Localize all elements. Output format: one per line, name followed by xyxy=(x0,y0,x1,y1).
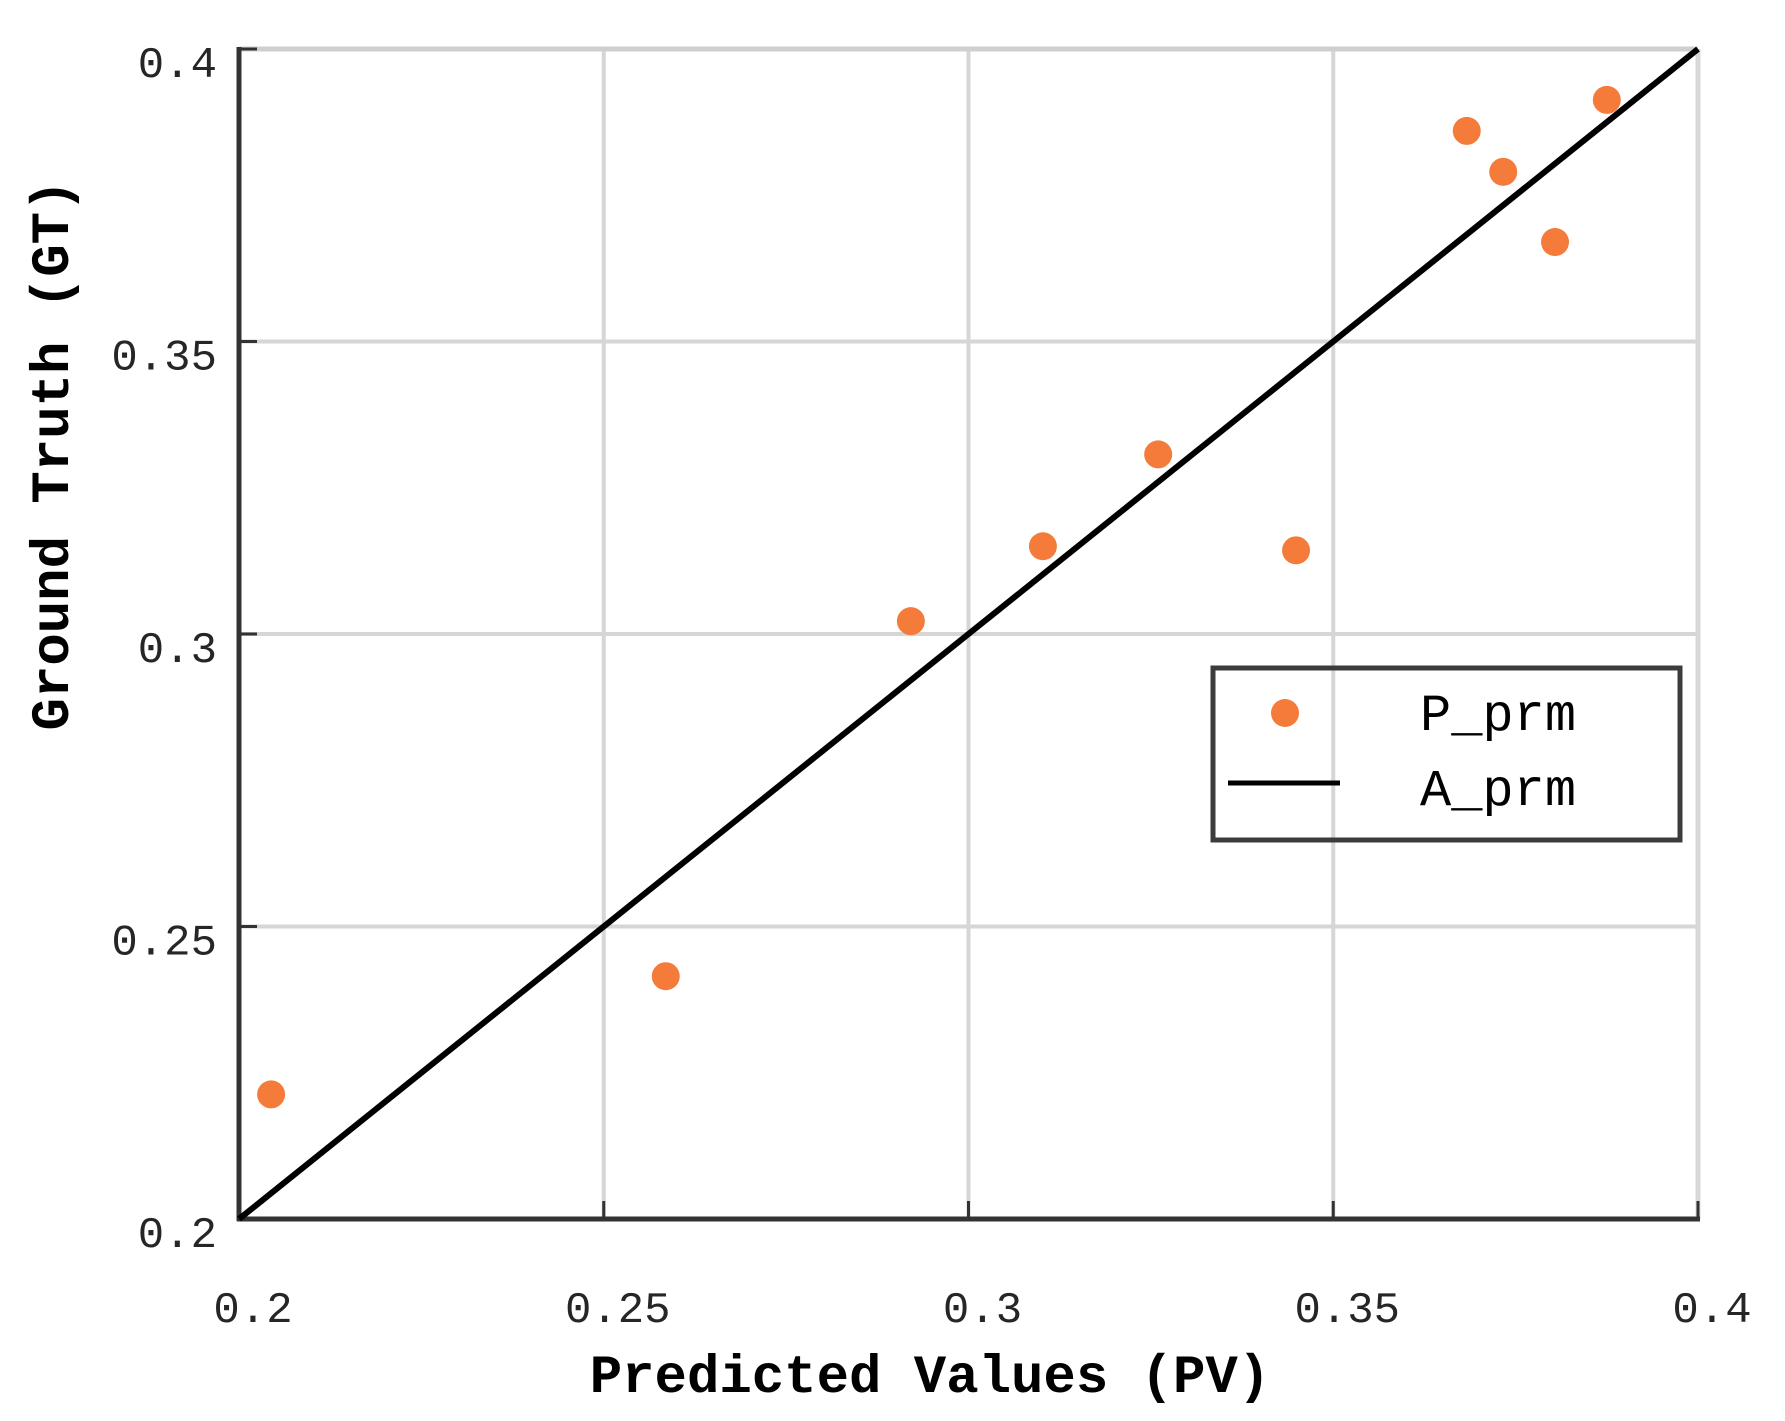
p-prm-data-point xyxy=(651,962,680,991)
x-tick-label: 0.4 xyxy=(1672,1286,1751,1336)
y-axis-title: Ground Truth (GT) xyxy=(24,180,85,731)
p-prm-data-point xyxy=(896,607,925,636)
p-prm-data-point xyxy=(1489,157,1518,186)
x-tick-label: 0.3 xyxy=(943,1286,1022,1336)
p-prm-data-point xyxy=(1144,440,1173,469)
y-tick-label: 0.4 xyxy=(138,41,217,91)
series-p-prm-points xyxy=(257,85,1621,1109)
p-prm-data-point xyxy=(1541,228,1570,257)
y-tick-label: 0.25 xyxy=(111,919,217,969)
legend-label-p-prm: P_prm xyxy=(1420,687,1576,746)
axes-frame xyxy=(236,46,1701,1222)
p-prm-data-point xyxy=(1592,85,1621,114)
p-prm-data-point xyxy=(1452,116,1481,145)
legend-label-a-prm: A_prm xyxy=(1420,762,1576,821)
x-tick-label: 0.2 xyxy=(213,1286,292,1336)
y-tick-label: 0.3 xyxy=(138,626,217,676)
y-axis-ticks: 0.2 0.25 0.3 0.35 0.4 xyxy=(111,41,217,1261)
p-prm-data-point xyxy=(1282,536,1311,565)
x-tick-label: 0.35 xyxy=(1294,1286,1400,1336)
x-axis-title: Predicted Values (PV) xyxy=(590,1348,1271,1409)
p-prm-data-point xyxy=(1028,532,1057,561)
x-axis-ticks: 0.2 0.25 0.3 0.35 0.4 xyxy=(213,1286,1751,1336)
a-prm-line xyxy=(237,46,1700,1222)
p-prm-data-point xyxy=(257,1080,286,1109)
series-a-prm-line xyxy=(237,46,1700,1222)
x-tick-label: 0.25 xyxy=(565,1286,671,1336)
y-tick-label: 0.35 xyxy=(111,334,217,384)
legend: P_prm A_prm xyxy=(1210,665,1683,843)
y-tick-label: 0.2 xyxy=(138,1211,217,1261)
legend-box xyxy=(1210,665,1683,843)
legend-marker-dot-icon xyxy=(1271,699,1299,727)
plot-area xyxy=(236,46,1701,1222)
